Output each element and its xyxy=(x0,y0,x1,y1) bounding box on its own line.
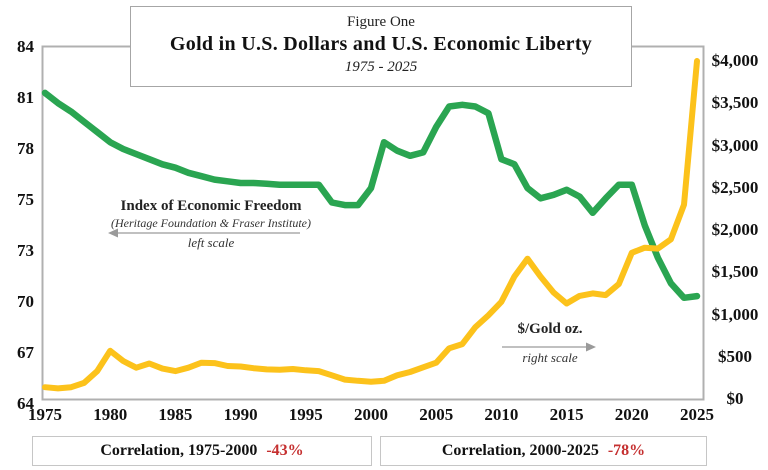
correlation-value: -43% xyxy=(266,442,304,459)
axis-tick-label: $3,000 xyxy=(711,135,759,155)
axis-tick-label: 81 xyxy=(17,88,34,107)
axis-tick-label: 70 xyxy=(17,292,34,311)
correlation-label: Correlation, 1975-2000 xyxy=(100,442,258,459)
gold-annotation-title: $/Gold oz. xyxy=(517,321,583,337)
axis-tick-label: 78 xyxy=(17,139,34,158)
axis-tick-label: $1,000 xyxy=(711,304,759,324)
figure-title: Gold in U.S. Dollars and U.S. Economic L… xyxy=(169,33,593,55)
economic-freedom-line xyxy=(41,89,701,302)
correlation-box-2000-2025: Correlation, 2000-2025 -78% xyxy=(380,436,707,466)
axis-tick-label: 1980 xyxy=(93,405,128,424)
axis-tick-label: 67 xyxy=(17,343,34,362)
axis-tick-label: $2,000 xyxy=(711,220,759,239)
axis-tick-label: $3,500 xyxy=(711,93,759,113)
axis-tick-label: 2015 xyxy=(549,405,584,424)
axis-tick-label: 1975 xyxy=(28,405,62,424)
axis-tick-label: 2020 xyxy=(614,405,649,424)
plot-border xyxy=(41,45,705,401)
axis-tick-label: 2005 xyxy=(419,405,454,424)
correlation-value: -78% xyxy=(607,442,646,459)
axis-tick-label: 64 xyxy=(17,394,34,413)
freedom-annotation: Index of Economic Freedom (Heritage Foun… xyxy=(95,198,327,251)
figure-subtitle: 1975 - 2025 xyxy=(344,59,418,75)
left-scale-arrow-icon xyxy=(108,228,300,238)
axis-tick-label: 1985 xyxy=(158,405,193,424)
gold-annotation-scale: right scale xyxy=(522,350,578,365)
axis-tick-label: 75 xyxy=(17,190,34,209)
axis-tick-label: 2010 xyxy=(484,405,519,424)
axis-tick-label: $500 xyxy=(718,346,752,366)
gold-price-line xyxy=(42,58,700,392)
gold-annotation: $/Gold oz. right scale xyxy=(490,321,610,366)
axis-tick-label: $1,500 xyxy=(711,262,759,282)
correlation-box-1975-2000: Correlation, 1975-2000 -43% xyxy=(32,436,372,466)
title-box: Figure One Gold in U.S. Dollars and U.S.… xyxy=(130,6,632,87)
right-scale-arrow-icon xyxy=(502,342,596,352)
axis-tick-label: 73 xyxy=(17,241,34,260)
freedom-annotation-scale: left scale xyxy=(187,235,235,250)
axis-tick-label: $2,500 xyxy=(711,177,759,197)
axis-tick-label: 1995 xyxy=(288,405,323,424)
axis-tick-label: $4,000 xyxy=(711,51,759,70)
axis-tick-label: $0 xyxy=(726,389,744,408)
correlation-label: Correlation, 2000-2025 xyxy=(441,442,599,459)
axis-tick-label: 84 xyxy=(17,37,34,56)
axis-tick-label: 2000 xyxy=(354,405,388,424)
freedom-annotation-source: (Heritage Foundation & Fraser Institute) xyxy=(111,216,311,230)
freedom-annotation-title: Index of Economic Freedom xyxy=(120,198,302,214)
axis-tick-label: 1990 xyxy=(223,405,258,424)
figure-kicker: Figure One xyxy=(347,14,415,30)
axis-tick-label: 2025 xyxy=(680,405,714,424)
